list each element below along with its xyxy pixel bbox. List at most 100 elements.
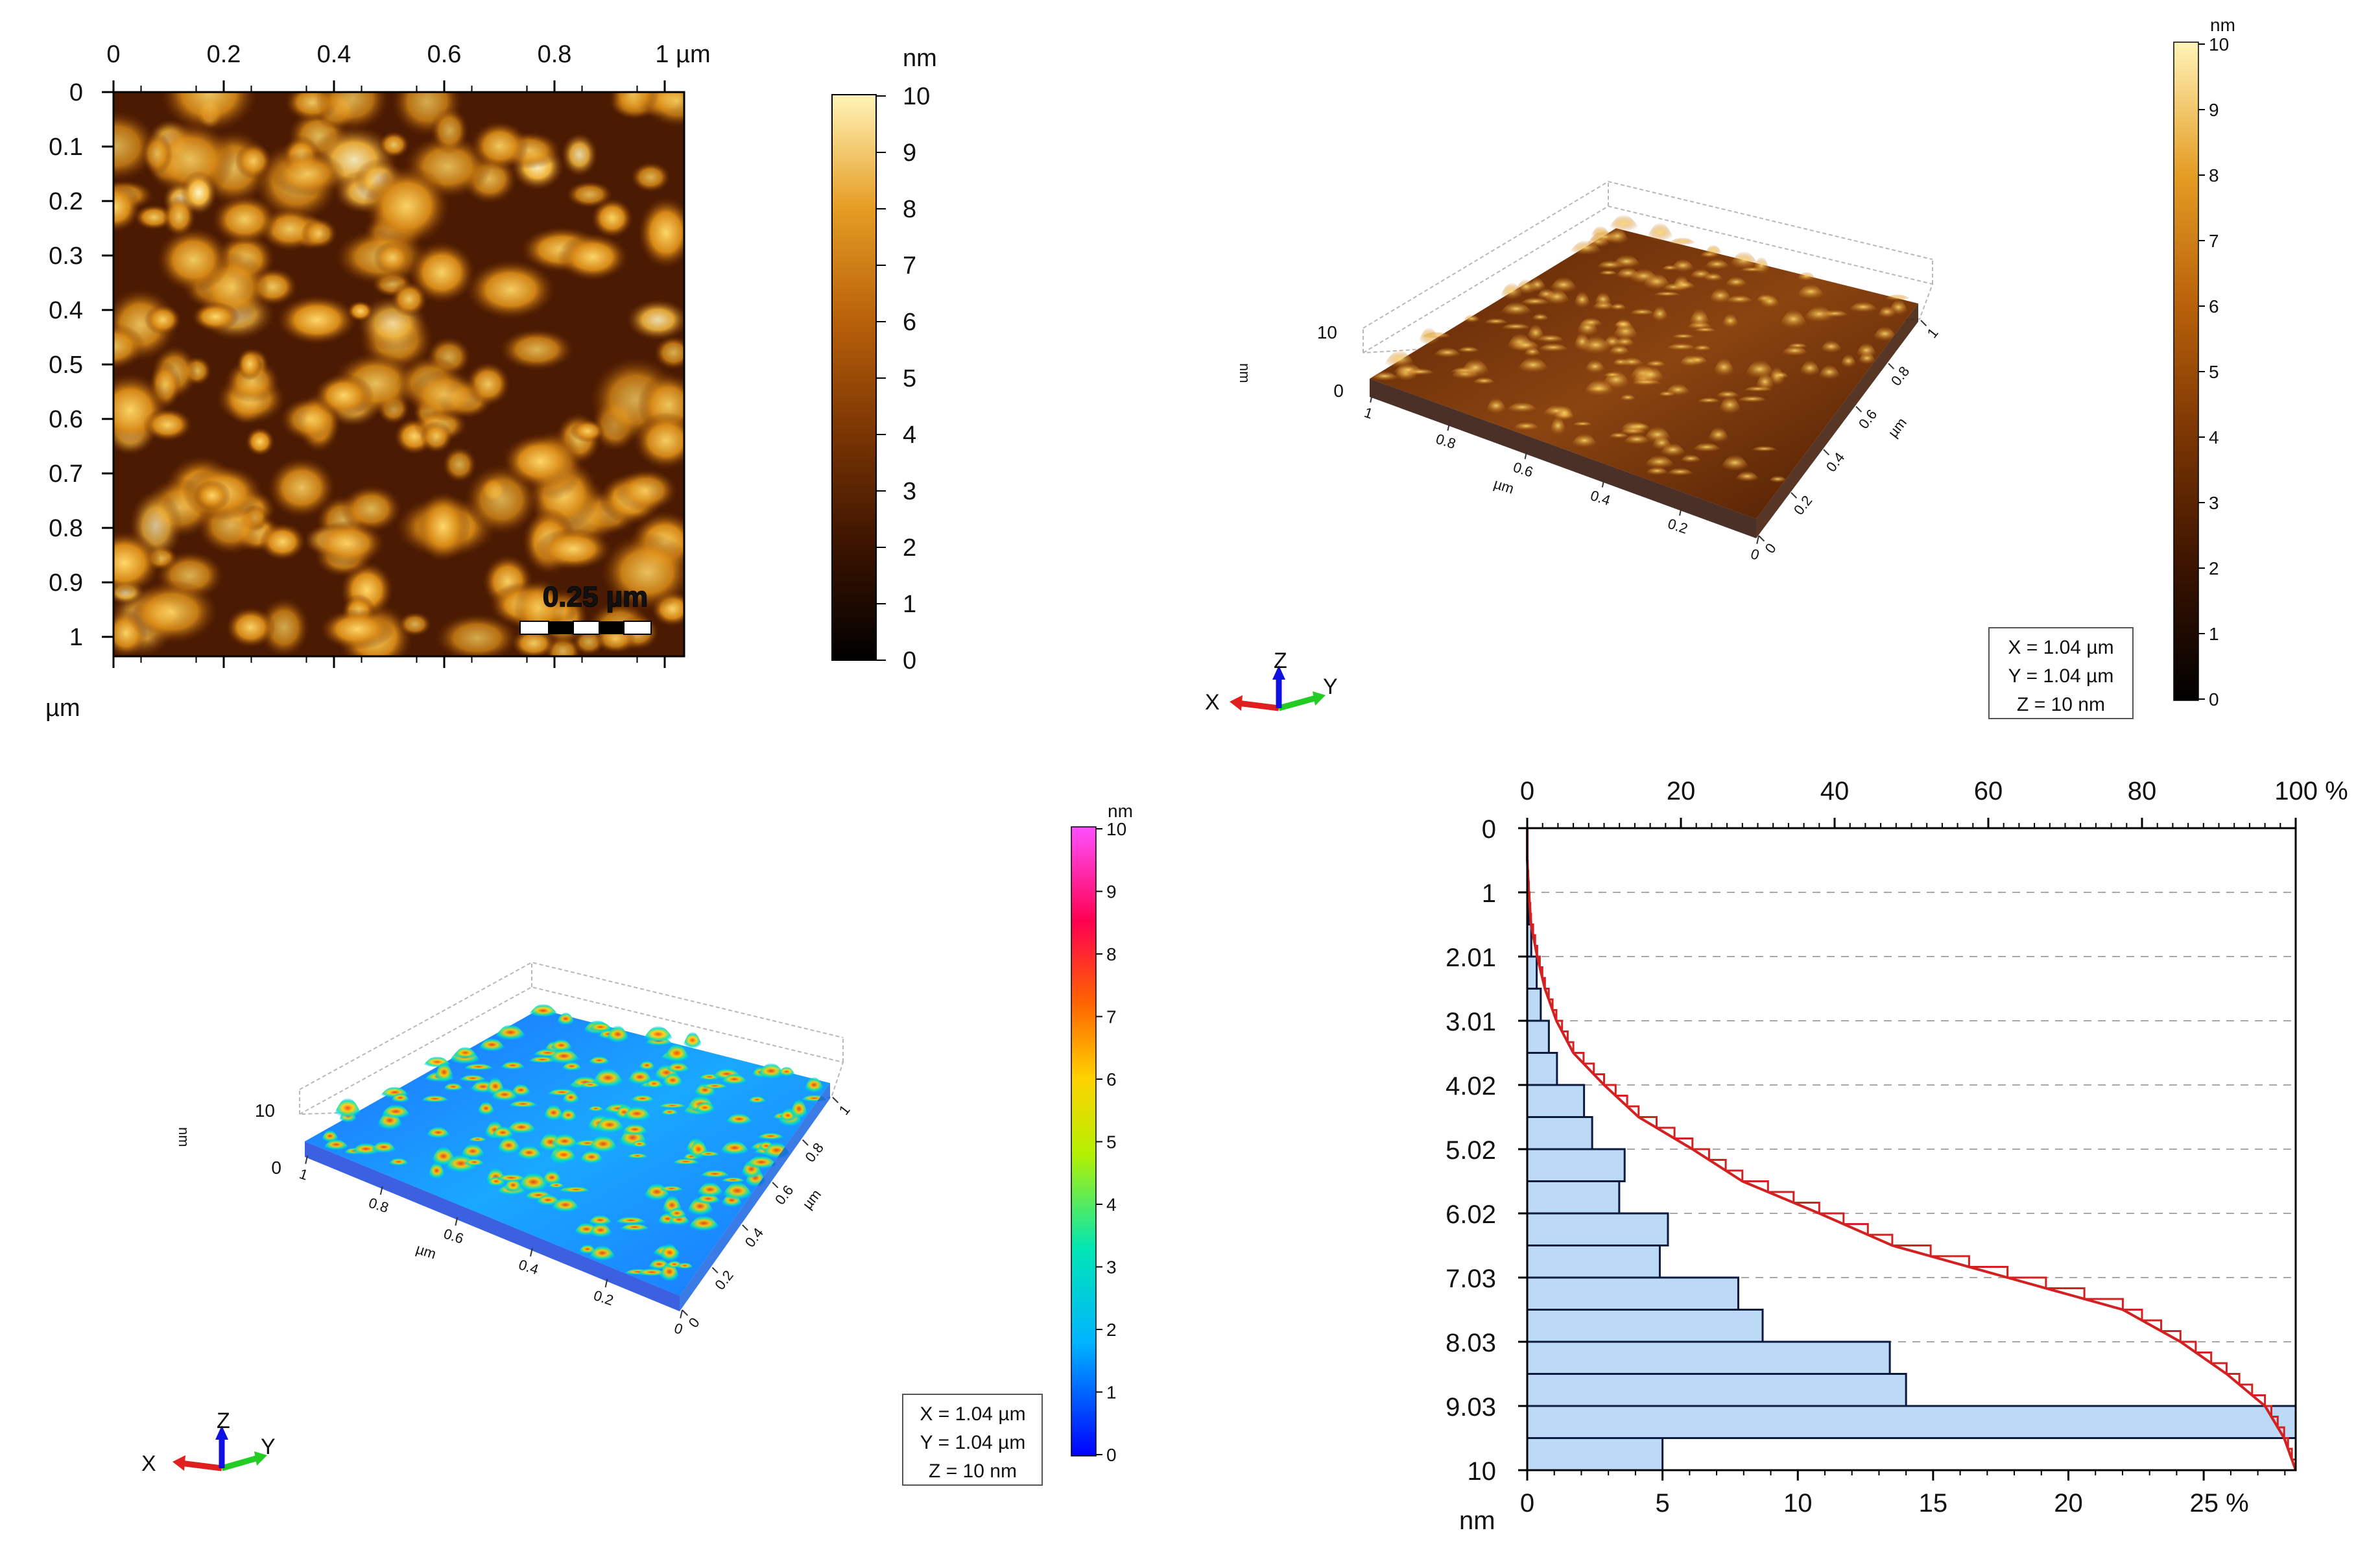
rain-x-tick-label: 1 [298, 1165, 310, 1184]
view-3d-gold-panel: 10 0 nm 10.80.60.40.20 00.20.40.60.81 µm… [1205, 15, 2235, 719]
topography-2d-panel: 0 0.2 0.4 0.6 0.8 1 µm 0 0.1 0.2 0.3 0.4 0.5 0.6 0.7… [45, 41, 937, 722]
histogram-y-tick-label: 3.01 [1446, 1008, 1496, 1036]
histogram-top-tick-label: 80 [2128, 777, 2157, 805]
histogram-y-unit: nm [1459, 1506, 1495, 1535]
surface-3d-gold-peaks [1368, 215, 1912, 483]
histogram-y-tick-label: 9.03 [1446, 1393, 1496, 1422]
histogram-bar [1526, 1148, 1626, 1182]
histogram-bar [1526, 1340, 1891, 1375]
map-y-axis: 0 0.1 0.2 0.3 0.4 0.5 0.6 0.7 0.8 0.9 1 [49, 79, 113, 651]
gold-x-tick-label: 0.8 [1434, 431, 1458, 452]
histogram-bottom-tick-label: 20 [2054, 1489, 2083, 1518]
gold-x-tick-label: 0.4 [1589, 487, 1613, 508]
gold-triad-z-label: Z [1274, 649, 1287, 673]
rain-colorbar-tick-label: 1 [1106, 1383, 1117, 1403]
rain-x-tick-label: 0.8 [367, 1195, 391, 1216]
histogram-bar [1526, 1405, 2297, 1439]
scale-bar: 0.25 µm [519, 580, 652, 635]
rain-triad-y-label: Y [261, 1435, 276, 1459]
histogram-y-tick-label: 6.02 [1446, 1200, 1496, 1229]
rain-triad-x-label: X [141, 1451, 156, 1476]
histogram-y-tick-label: 2.01 [1446, 944, 1496, 972]
map-y-tick-label: 0.6 [49, 406, 83, 433]
histogram-bar [1526, 1052, 1558, 1086]
histogram-bar [1526, 1244, 1661, 1279]
gold-z-unit: nm [1237, 363, 1253, 383]
histogram-y-tick-label: 7.03 [1446, 1265, 1496, 1293]
rain-info-box [902, 1394, 1043, 1486]
histogram-top-tick-label: 100 % [2274, 777, 2348, 805]
histogram-bar [1526, 1276, 1739, 1311]
histogram-top-tick-label: 20 [1667, 777, 1696, 805]
rain-colorbar-tick-label: 3 [1106, 1257, 1117, 1278]
map-colorbar-tick-label: 7 [903, 252, 916, 280]
map-y-tick-label: 0.3 [49, 243, 83, 270]
map-y-tick-label: 1 [69, 624, 83, 651]
histogram-y-tick-label: 1 [1482, 879, 1496, 908]
histogram-bar [1526, 988, 1542, 1022]
gold-x-tick-label: 1 [1363, 404, 1375, 422]
map-y-unit: µm [45, 695, 80, 722]
map-y-tick-label: 0.8 [49, 515, 83, 542]
rain-colorbar-tick-label: 0 [1106, 1445, 1117, 1465]
rain-info-z: Z = 10 nm [929, 1460, 1017, 1482]
histogram-top-tick-label: 40 [1820, 777, 1850, 805]
rain-colorbar-tick-label: 9 [1106, 882, 1117, 902]
gold-z-tick-top: 10 [1317, 322, 1337, 342]
histogram-bottom-tick-label: 25 % [2190, 1489, 2249, 1518]
map-x-tick-label: 0 [106, 41, 120, 68]
gold-colorbar-tick-label: 0 [2209, 689, 2219, 709]
map-colorbar-unit: nm [903, 45, 937, 72]
gold-x-unit: µm [1492, 475, 1516, 497]
map-x-tick-label: 0.6 [427, 41, 462, 68]
gold-colorbar-tick-label: 3 [2209, 493, 2219, 513]
histogram-y-tick-label: 5.02 [1446, 1136, 1496, 1165]
rain-colorbar-tick-label: 6 [1106, 1069, 1117, 1090]
rain-x-tick-label: 0.4 [517, 1256, 541, 1278]
gold-colorbar-unit: nm [2210, 15, 2235, 35]
rain-colorbar-tick-label: 8 [1106, 944, 1117, 964]
histogram-bars [1526, 891, 2297, 1471]
histogram-y-tick-label: 0 [1482, 815, 1496, 844]
map-y-tick-label: 0.7 [49, 460, 83, 488]
view-3d-rainbow-panel: 10 0 nm 10.80.60.40.20 00.20.40.60.81 µm… [141, 801, 1133, 1486]
map-colorbar-tick-label: 1 [903, 591, 916, 618]
rain-y-unit: µm [799, 1186, 824, 1212]
gold-colorbar-tick-label: 2 [2209, 558, 2219, 578]
cumulative-step [1526, 828, 2297, 1470]
gold-x-tick-label: 0 [1749, 545, 1761, 564]
gold-colorbar-tick-label: 5 [2209, 362, 2219, 382]
rain-z-tick-top: 10 [255, 1101, 275, 1121]
topography-image-frame [112, 91, 685, 658]
histogram-bar [1526, 1116, 1593, 1150]
map-x-tick-label: 0.4 [317, 41, 351, 68]
histogram-bottom-tick-label: 0 [1520, 1489, 1534, 1518]
gold-colorbar-tick-label: 6 [2209, 296, 2219, 316]
map-y-tick-label: 0 [69, 79, 83, 106]
gold-colorbar [2173, 42, 2199, 701]
gold-y-tick-label: 0 [1761, 540, 1779, 556]
map-colorbar-tick-label: 8 [903, 196, 916, 223]
scale-bar-label: 0.25 µm [543, 581, 648, 613]
rain-info-y: Y = 1.04 µm [920, 1432, 1026, 1453]
histogram-bar [1526, 955, 1538, 990]
histogram-bottom-tick-label: 15 [1919, 1489, 1948, 1518]
histogram-bar [1526, 1309, 1764, 1343]
gold-info-z: Z = 10 nm [2017, 694, 2105, 715]
gold-triad-y-label: Y [1323, 674, 1338, 699]
histogram-bar [1526, 1437, 1664, 1471]
histogram-bar [1526, 1180, 1621, 1215]
histogram-y-tick-label: 4.02 [1446, 1072, 1496, 1101]
rain-axis-triad: X Y Z [141, 1409, 276, 1476]
gold-y-tick-label: 1 [1923, 325, 1941, 341]
rain-x-tick-label: 0.6 [442, 1225, 466, 1246]
map-y-tick-label: 0.1 [49, 134, 83, 161]
histogram-bar [1526, 1019, 1550, 1054]
rain-x-tick-label: 0 [672, 1320, 685, 1338]
map-y-tick-label: 0.5 [49, 351, 83, 379]
map-x-tick-label: 0.8 [538, 41, 572, 68]
rain-colorbar-tick-label: 2 [1106, 1320, 1117, 1340]
